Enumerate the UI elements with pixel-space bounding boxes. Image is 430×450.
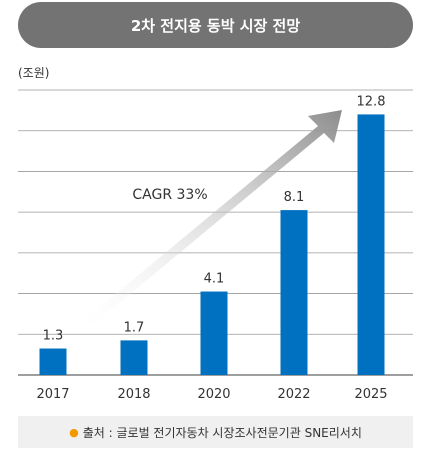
source-note: ● 출처 : 글로벌 전기자동차 시장조사전문기관 SNE리서치 <box>18 416 413 448</box>
x-tick-labels: 2017 2018 2020 2022 2025 <box>36 387 387 402</box>
cagr-annotation: CAGR 33% <box>132 187 207 203</box>
value-labels: 1.3 1.7 4.1 8.1 12.8 <box>43 94 386 343</box>
bars <box>39 114 385 375</box>
chart-title: 2차 전지용 동박 시장 전망 <box>18 2 413 48</box>
bar-2017 <box>39 348 67 375</box>
source-text: 출처 : 글로벌 전기자동차 시장조사전문기관 SNE리서치 <box>82 425 362 440</box>
growth-arrow-shape <box>82 110 342 329</box>
value-label-2025: 12.8 <box>357 94 386 109</box>
x-tick-2025: 2025 <box>354 387 387 402</box>
value-label-2022: 8.1 <box>284 190 305 205</box>
x-tick-2017: 2017 <box>36 387 69 402</box>
value-label-2018: 1.7 <box>124 320 145 335</box>
x-tick-2022: 2022 <box>277 387 310 402</box>
bar-2022 <box>280 210 308 375</box>
value-label-2017: 1.3 <box>43 329 64 344</box>
x-tick-2018: 2018 <box>117 387 150 402</box>
bar-2018 <box>120 340 148 375</box>
value-label-2020: 4.1 <box>204 272 225 287</box>
growth-arrow <box>82 110 342 329</box>
bar-chart: 1.3 1.7 4.1 8.1 12.8 2017 2018 2020 2022 2025 CA… <box>18 89 413 402</box>
bar-2020 <box>200 291 228 375</box>
y-unit-label: (조원) <box>18 66 50 80</box>
x-tick-2020: 2020 <box>197 387 230 402</box>
bar-2025 <box>357 114 385 375</box>
bullet-icon: ● <box>69 425 79 439</box>
